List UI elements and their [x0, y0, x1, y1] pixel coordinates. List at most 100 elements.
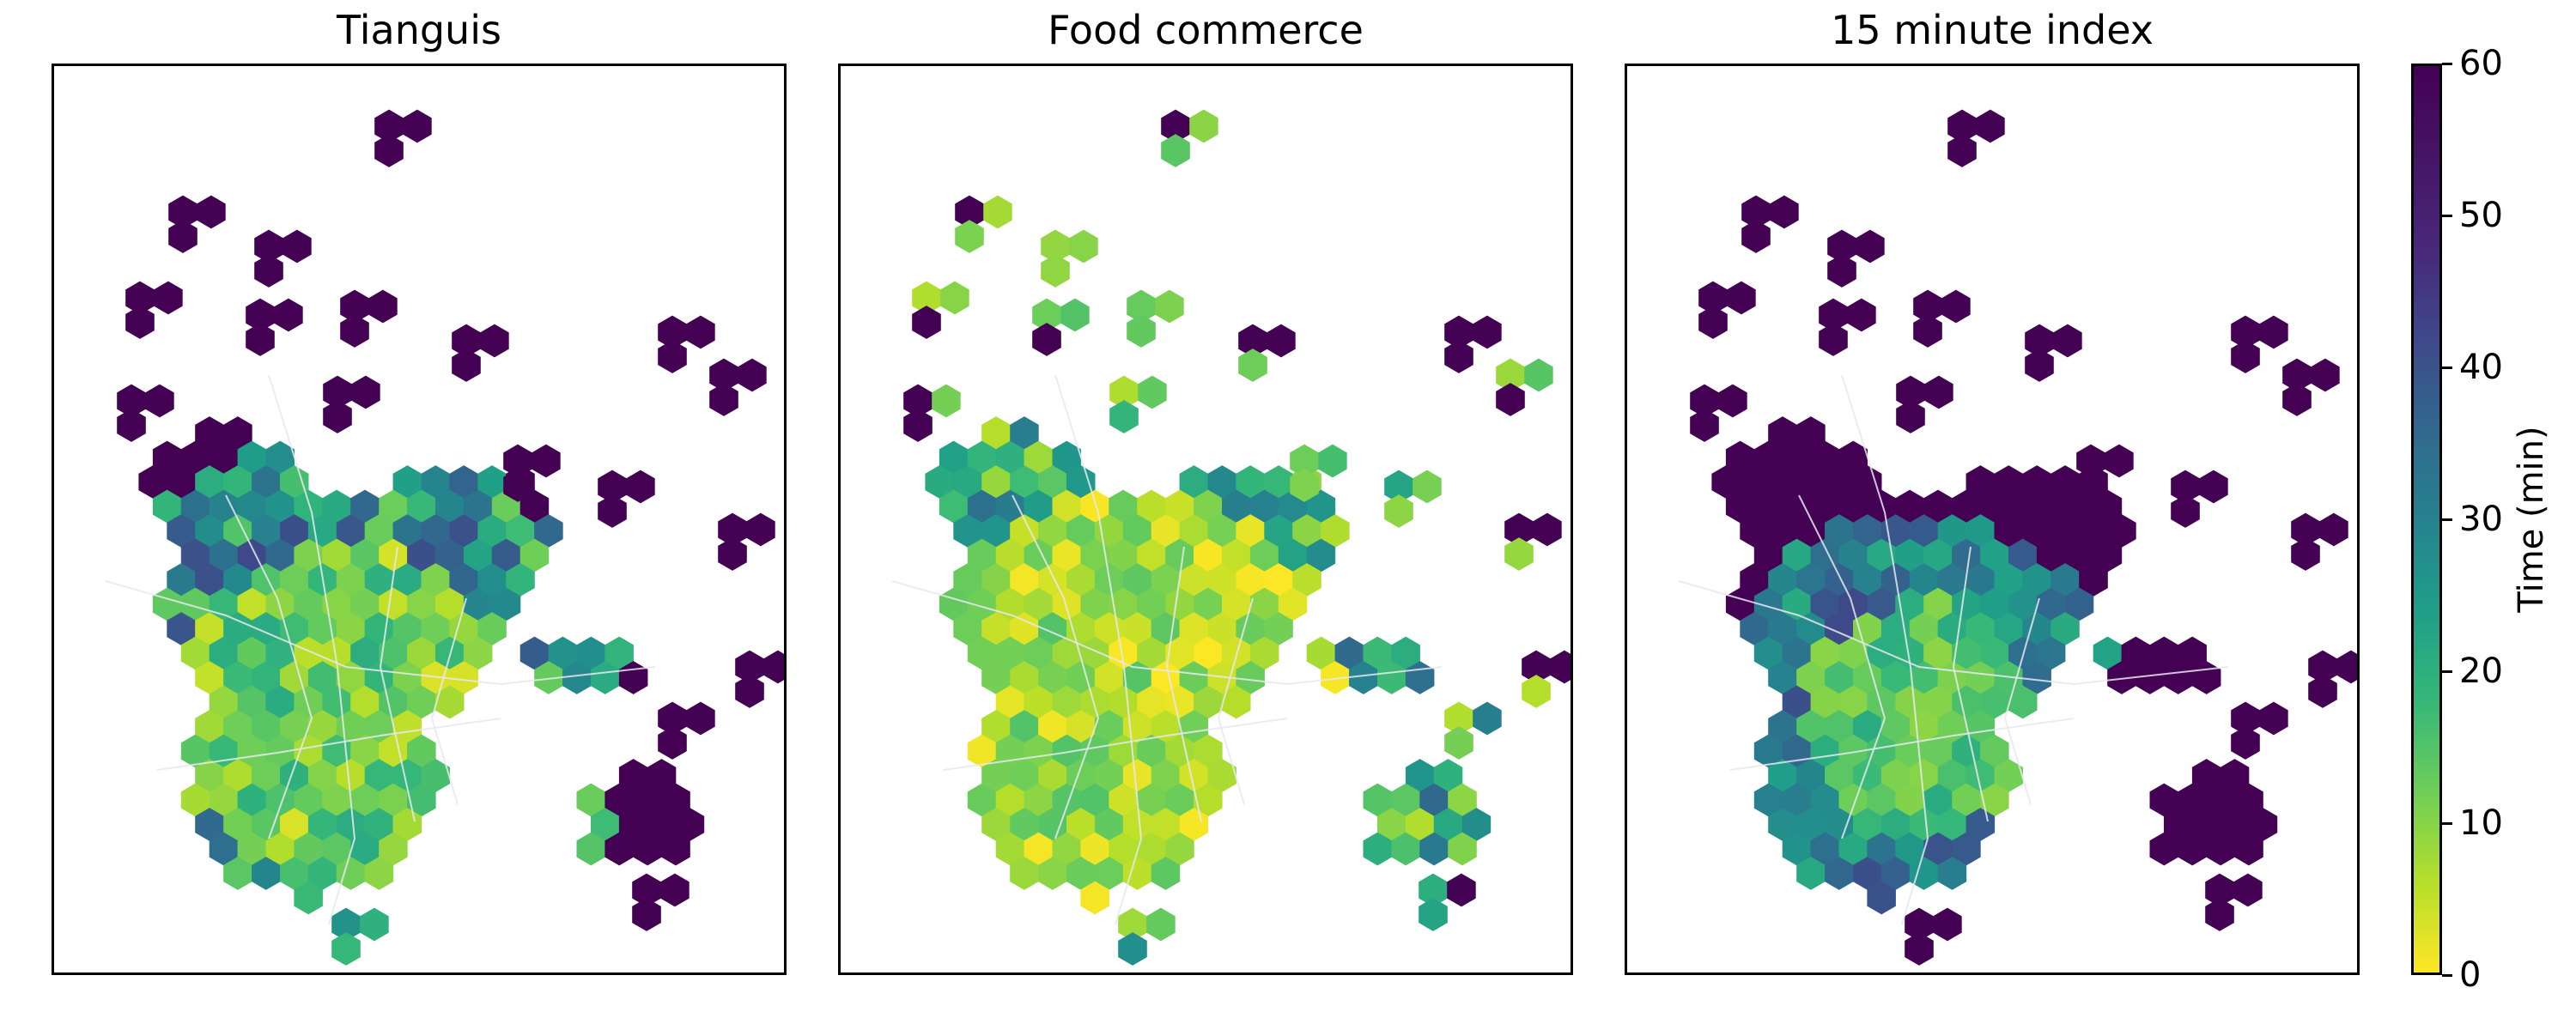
hex-cell: [1727, 281, 1756, 315]
hex-cell: [1138, 375, 1167, 409]
hex-cell: [532, 444, 561, 478]
road-line: [1798, 494, 1886, 839]
hex-cell: [368, 289, 398, 324]
hex-cell: [294, 881, 323, 915]
colorbar-tick-label: 0: [2459, 955, 2482, 995]
hex-cell: [197, 195, 226, 229]
hex-cell: [1896, 400, 1925, 433]
panel-title-15-minute-index: 15 minute index: [1831, 7, 2154, 53]
hex-cell: [1109, 400, 1139, 433]
hex-cell: [1937, 857, 1967, 890]
colorbar-tick-label: 40: [2459, 348, 2503, 387]
hex-cell: [1819, 323, 1848, 356]
hex-cell: [452, 348, 481, 382]
hex-cell: [1060, 298, 1090, 332]
hex-cell: [661, 832, 690, 866]
hex-cell: [932, 384, 961, 418]
hex-cell: [1913, 314, 1942, 348]
hex-cell: [983, 195, 1012, 229]
hex-cell: [1447, 873, 1476, 907]
hex-cell: [1690, 409, 1719, 442]
hex-cell: [1127, 314, 1156, 348]
panel-title-tianguis: Tianguis: [337, 7, 501, 53]
hex-cell: [1524, 358, 1553, 392]
hex-cell: [1069, 229, 1098, 264]
hex-cell: [735, 675, 764, 708]
road-line: [2003, 597, 2040, 805]
hex-cell: [1533, 512, 1562, 547]
hex-cell: [1847, 298, 1876, 332]
hex-cell: [435, 685, 465, 719]
hex-cell: [1444, 340, 1473, 373]
hex-cell: [2282, 383, 2312, 416]
road-line: [891, 580, 1443, 686]
hex-cell: [2231, 726, 2260, 760]
colorbar-tick: [2442, 821, 2452, 825]
hex-cell: [403, 109, 432, 143]
hex-cell: [360, 907, 389, 942]
hex-cell: [598, 494, 627, 528]
road-line: [268, 374, 356, 925]
hex-cell: [351, 375, 380, 409]
hex-cell: [709, 383, 738, 416]
road-line: [1054, 374, 1143, 925]
hex-cell: [1413, 470, 1442, 504]
hex-cell: [1741, 220, 1771, 253]
hex-cell: [374, 134, 404, 167]
hex-cell: [1496, 383, 1525, 416]
hex-cell: [246, 323, 275, 356]
colorbar-tick-label: 20: [2459, 651, 2503, 691]
road-line: [1952, 546, 1989, 822]
map-tianguis: [52, 64, 787, 975]
road-line: [105, 580, 656, 686]
road-line: [379, 546, 416, 822]
road-line: [1012, 494, 1100, 839]
hexbin-map-15-minute-index: [1678, 109, 2357, 966]
colorbar-tick-label: 50: [2459, 196, 2503, 235]
hex-cell: [2076, 469, 2105, 502]
hex-cell: [1161, 134, 1190, 167]
hex-cell: [1290, 469, 1319, 502]
hex-cell: [480, 324, 509, 358]
hex-cell: [1550, 650, 1571, 684]
hex-cell: [1856, 229, 1885, 264]
hex-cell: [340, 314, 369, 348]
hex-cell: [274, 298, 303, 332]
hexbin-map-food-commerce: [891, 109, 1571, 966]
hex-cell: [955, 220, 984, 253]
road-line: [1841, 374, 1929, 925]
hex-cell: [125, 306, 155, 339]
hex-cell: [1718, 384, 1747, 418]
hex-cell: [2205, 898, 2234, 931]
hex-cell: [1698, 306, 1728, 339]
hex-cell: [1924, 375, 1953, 409]
hex-cell: [145, 384, 174, 418]
hex-cell: [1473, 701, 1502, 736]
hex-cell: [1155, 289, 1184, 324]
hex-cell: [1947, 134, 1977, 167]
hex-cell: [2105, 444, 2134, 478]
hex-cell: [2199, 470, 2228, 504]
hex-cell: [1444, 726, 1473, 760]
hex-cell: [1222, 685, 1251, 719]
hex-cell: [1118, 932, 1147, 966]
hex-cell: [1933, 907, 1962, 942]
panel-title-food-commerce: Food commerce: [1048, 7, 1364, 53]
hex-cell: [1522, 675, 1551, 708]
hex-cell: [1384, 494, 1413, 528]
hex-cell: [283, 229, 312, 264]
colorbar-tick: [2442, 214, 2452, 217]
hex-cell: [763, 650, 784, 684]
colorbar-tick: [2442, 518, 2452, 521]
hex-cell: [1146, 907, 1176, 942]
hex-cell: [2008, 685, 2038, 719]
hex-cell: [1504, 537, 1534, 571]
road-line: [225, 494, 313, 839]
road-line: [943, 718, 1288, 771]
hex-cell: [1770, 195, 1799, 229]
hex-cell: [2053, 324, 2082, 358]
hex-cell: [1827, 254, 1856, 288]
hex-cell: [2233, 873, 2263, 907]
hex-cell: [1976, 109, 2005, 143]
hex-cell: [1318, 444, 1347, 478]
